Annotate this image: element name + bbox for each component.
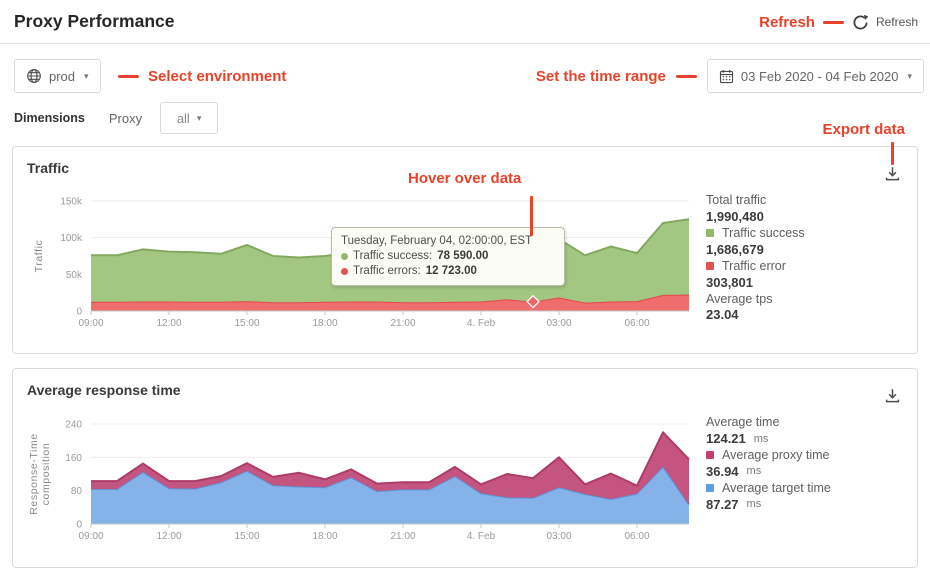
tooltip-success-row: Traffic success: 78 590.00 [341,249,555,264]
svg-text:06:00: 06:00 [624,318,649,329]
calendar-icon [719,69,733,83]
annotation-export-line [891,142,894,165]
stat-value: 36.94 ms [706,463,762,479]
page-title: Proxy Performance [14,11,175,31]
success-swatch [706,228,714,237]
annotation-refresh: Refresh [759,13,815,31]
svg-text:15:00: 15:00 [234,318,259,329]
stat-value: 1,990,480 [706,209,764,225]
stat-value: 303,801 [706,274,753,290]
response-stats-panel: Average time 124.21 ms Average proxy time… [706,414,831,512]
page-header: Proxy Performance Refresh Refresh [0,0,930,44]
stat-label: Average target time [706,480,831,496]
error-dot-icon [341,268,348,275]
svg-text:12:00: 12:00 [156,318,181,329]
header-right-cluster: Refresh Refresh [759,0,918,44]
traffic-stats-panel: Total traffic 1,990,480 Traffic success … [706,192,805,323]
chevron-down-icon: ▾ [907,70,912,81]
dimensions-row: Dimensions Proxy all ▾ [14,102,219,134]
proxy-filter-value: all [176,110,190,126]
response-card-title: Average response time [27,382,181,398]
svg-text:03:00: 03:00 [546,531,571,542]
stat-label: Average time [706,415,780,430]
svg-text:100k: 100k [60,233,83,244]
svg-text:18:00: 18:00 [312,531,337,542]
stat-label: Traffic success [706,225,805,241]
response-export-button[interactable] [882,385,902,405]
dimensions-label: Dimensions [14,111,85,125]
proxy-time-swatch [706,450,714,459]
stat-value: 87.27 ms [706,496,762,512]
stat-label: Traffic error [706,258,805,274]
annotation-set-time-range: Set the time range [535,67,666,85]
svg-text:15:00: 15:00 [234,531,259,542]
traffic-export-button[interactable] [882,163,902,183]
refresh-button[interactable]: Refresh [852,14,918,31]
globe-icon [27,69,41,83]
stat-value: 23.04 [706,307,739,323]
chevron-down-icon: ▾ [196,112,202,123]
svg-text:03:00: 03:00 [546,318,571,329]
svg-text:4. Feb: 4. Feb [467,318,496,329]
annotation-select-environment: Select environment [118,59,286,93]
svg-text:09:00: 09:00 [78,318,103,329]
svg-text:80: 80 [71,486,83,497]
annotation-refresh-dash [822,20,844,24]
svg-text:composition: composition [40,443,52,506]
annotation-hover-over-data: Hover over data [408,170,522,187]
stat-label: Total traffic [706,193,767,208]
svg-text:09:00: 09:00 [78,531,103,542]
svg-text:Response-Time: Response-Time [28,433,40,515]
download-icon [885,388,899,402]
annotation-time-dash [675,74,697,78]
svg-text:21:00: 21:00 [390,318,415,329]
svg-text:240: 240 [65,420,82,431]
svg-text:21:00: 21:00 [390,531,415,542]
chevron-down-icon: ▾ [84,70,89,81]
stat-value: 1,686,679 [706,241,764,257]
environment-select[interactable]: prod ▾ [14,59,101,93]
time-range-cluster: Set the time range 03 Feb 2020 - 04 Feb … [536,59,924,93]
svg-text:150k: 150k [60,197,83,208]
tooltip-title: Tuesday, February 04, 02:00:00, EST [341,235,533,247]
error-swatch [706,261,714,270]
proxy-filter-select[interactable]: all ▾ [160,102,219,134]
environment-value: prod [49,68,76,84]
annotation-hover-line [530,196,533,236]
stat-label: Average tps [706,291,773,306]
response-time-card: Average response time 0 80 160 240 09:00 12:0… [12,368,918,568]
tooltip-errors-row: Traffic errors: 12 723.00 [341,264,555,279]
svg-text:18:00: 18:00 [312,318,337,329]
svg-text:50k: 50k [66,270,83,281]
svg-text:0: 0 [76,520,82,531]
svg-text:Traffic: Traffic [33,240,45,273]
target-time-swatch [706,483,714,492]
svg-text:4. Feb: 4. Feb [467,531,496,542]
success-dot-icon [341,253,348,260]
refresh-icon [853,14,869,29]
svg-text:0: 0 [76,307,82,318]
date-range-value: 03 Feb 2020 - 04 Feb 2020 [740,68,899,84]
download-icon [885,166,899,180]
traffic-card-title: Traffic [27,160,70,176]
stat-value: 124.21 ms [706,431,769,447]
annotation-export-data: Export data [822,121,905,138]
svg-text:160: 160 [65,453,82,464]
refresh-button-label: Refresh [875,15,918,29]
svg-text:06:00: 06:00 [624,531,649,542]
svg-text:12:00: 12:00 [156,531,181,542]
proxy-dimension-label: Proxy [108,110,143,126]
date-range-select[interactable]: 03 Feb 2020 - 04 Feb 2020 ▾ [706,59,924,93]
stat-label: Average proxy time [706,447,831,463]
